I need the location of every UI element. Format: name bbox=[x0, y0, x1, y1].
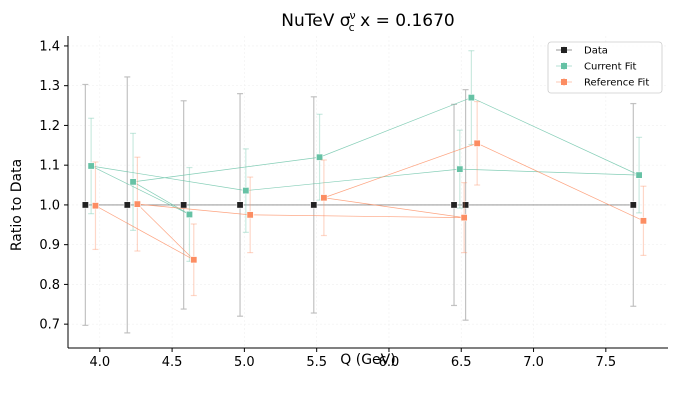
data-point bbox=[639, 217, 647, 225]
data-point bbox=[462, 201, 470, 209]
data-point bbox=[242, 187, 250, 195]
legend-marker bbox=[561, 63, 567, 69]
data-point bbox=[456, 165, 464, 173]
legend-label: Current Fit bbox=[584, 62, 637, 73]
y-tick-label: 1.1 bbox=[39, 159, 60, 174]
data-point bbox=[629, 201, 637, 209]
legend-marker bbox=[561, 79, 567, 85]
x-tick-label: 4.0 bbox=[89, 355, 110, 370]
y-tick-label: 1.0 bbox=[39, 198, 60, 213]
legend-item: Data bbox=[556, 46, 608, 57]
y-tick-label: 1.4 bbox=[39, 39, 60, 54]
title-suffix: x = 0.1670 bbox=[355, 11, 455, 31]
x-tick-label: 6.0 bbox=[379, 355, 400, 370]
legend-frame bbox=[547, 41, 663, 94]
y-axis-label: Ratio to Data bbox=[9, 159, 25, 251]
series-line bbox=[95, 142, 644, 261]
series-line bbox=[90, 97, 640, 215]
data-point bbox=[246, 211, 254, 219]
data-point bbox=[129, 178, 137, 186]
title-prefix: NuTeV σ bbox=[281, 11, 350, 31]
data-point bbox=[460, 214, 468, 222]
x-tick-label: 5.5 bbox=[306, 355, 327, 370]
data-point bbox=[450, 201, 458, 209]
data-point bbox=[91, 202, 99, 210]
data-point bbox=[87, 162, 95, 170]
x-tick-label: 7.5 bbox=[595, 355, 616, 370]
data-point bbox=[190, 256, 198, 264]
x-axis-label: Q (GeV) bbox=[340, 352, 395, 368]
y-tick-label: 1.3 bbox=[39, 79, 60, 94]
plot-area bbox=[81, 50, 647, 334]
series-current-fit bbox=[87, 50, 643, 262]
data-point bbox=[316, 153, 324, 161]
data-point bbox=[180, 201, 188, 209]
data-point bbox=[473, 139, 481, 147]
data-point bbox=[320, 194, 328, 202]
data-point bbox=[310, 201, 318, 209]
legend-item: Current Fit bbox=[556, 62, 637, 73]
legend-marker bbox=[561, 47, 567, 53]
data-point bbox=[467, 94, 475, 102]
chart-title: NuTeV σν c x = 0.1670 bbox=[281, 9, 454, 34]
data-point bbox=[123, 201, 131, 209]
y-tick-label: 1.2 bbox=[39, 119, 60, 134]
x-tick-label: 6.5 bbox=[451, 355, 472, 370]
legend: Data Current Fit Reference Fit bbox=[547, 41, 663, 94]
y-tick-label: 0.8 bbox=[39, 278, 60, 293]
series-reference-fit bbox=[91, 100, 647, 297]
x-tick-label: 4.5 bbox=[162, 355, 183, 370]
series-data bbox=[81, 76, 637, 334]
legend-label: Reference Fit bbox=[584, 78, 649, 89]
title-subscript: c bbox=[349, 21, 355, 34]
data-point bbox=[81, 201, 89, 209]
x-tick-label: 7.0 bbox=[523, 355, 544, 370]
title-superscript: ν bbox=[350, 9, 356, 22]
legend-label: Data bbox=[584, 46, 608, 57]
data-point bbox=[185, 210, 193, 218]
data-point bbox=[236, 201, 244, 209]
data-point bbox=[133, 200, 141, 208]
data-point bbox=[635, 171, 643, 179]
legend-item: Reference Fit bbox=[556, 78, 649, 89]
y-tick-label: 0.7 bbox=[39, 318, 60, 333]
x-tick-label: 5.0 bbox=[234, 355, 255, 370]
axes: 4.0 4.5 5.0 5.5 6.0 6.5 7.0 7.5 0.7 0.8 0.9 1.0 1.1 1… bbox=[39, 36, 668, 370]
y-tick-label: 0.9 bbox=[39, 238, 60, 253]
